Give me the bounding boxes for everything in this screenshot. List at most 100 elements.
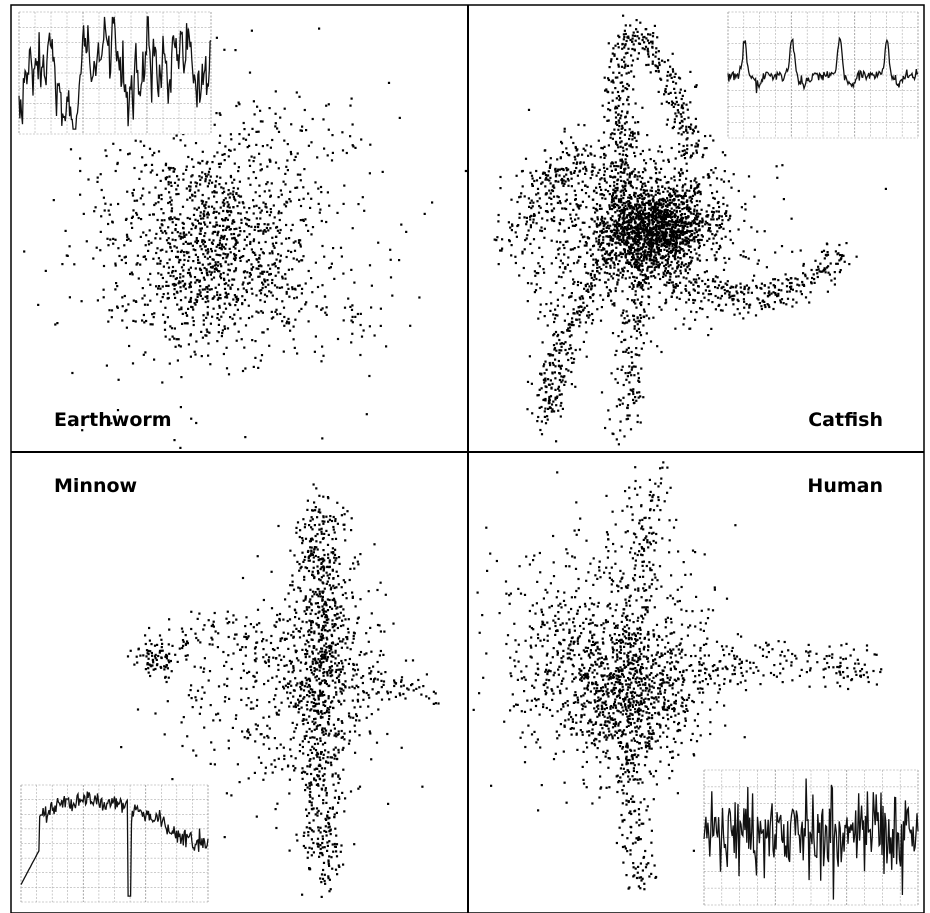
attractor-point — [246, 146, 249, 149]
attractor-point — [642, 189, 645, 192]
attractor-point — [525, 216, 528, 219]
attractor-point — [237, 234, 240, 237]
attractor-point — [614, 205, 617, 208]
attractor-point — [602, 298, 605, 301]
attractor-point — [652, 195, 655, 198]
attractor-point — [615, 203, 618, 207]
attractor-point — [788, 282, 792, 285]
attractor-point — [636, 285, 639, 288]
attractor-point — [669, 73, 672, 76]
attractor-point — [139, 140, 142, 143]
attractor-point — [653, 202, 656, 205]
attractor-point — [602, 194, 606, 197]
attractor-point — [613, 53, 616, 56]
attractor-point — [670, 281, 673, 284]
attractor-point — [663, 175, 666, 178]
attractor-point — [629, 218, 632, 221]
attractor-point — [643, 214, 646, 217]
attractor-point — [754, 314, 758, 317]
attractor-point — [123, 256, 126, 259]
attractor-point — [359, 353, 362, 357]
attractor-point — [670, 232, 674, 235]
attractor-point — [707, 173, 710, 176]
attractor-point — [595, 224, 598, 227]
attractor-point — [621, 330, 624, 333]
attractor-point — [672, 225, 675, 229]
attractor-point — [689, 251, 693, 254]
attractor-point — [523, 216, 526, 219]
attractor-point — [671, 52, 674, 55]
attractor-point — [270, 317, 273, 320]
attractor-point — [608, 207, 612, 211]
attractor-point — [155, 173, 159, 176]
attractor-point — [728, 293, 731, 296]
attractor-point — [688, 293, 691, 296]
attractor-point — [628, 176, 631, 179]
attractor-point — [660, 203, 663, 206]
attractor-point — [614, 223, 617, 226]
attractor-point — [310, 141, 313, 144]
attractor-point — [107, 209, 110, 212]
attractor-point — [603, 76, 606, 79]
attractor-point — [351, 332, 354, 335]
attractor-point — [543, 372, 546, 375]
attractor-point — [599, 221, 602, 225]
attractor-point — [639, 314, 642, 317]
attractor-point — [804, 296, 808, 299]
attractor-point — [606, 242, 609, 246]
attractor-point — [195, 182, 199, 185]
attractor-point — [617, 146, 620, 149]
attractor-point — [814, 259, 817, 262]
attractor-point — [124, 218, 128, 221]
attractor-point — [215, 221, 218, 224]
attractor-point — [655, 201, 658, 204]
attractor-point — [578, 310, 581, 313]
attractor-point — [827, 265, 830, 268]
attractor-point — [532, 218, 535, 221]
attractor-point — [202, 253, 205, 256]
attractor-point — [617, 128, 620, 131]
attractor-point — [298, 284, 301, 287]
attractor-point — [204, 178, 207, 181]
attractor-point — [695, 199, 698, 203]
attractor-point — [685, 129, 688, 132]
attractor-point — [141, 194, 144, 197]
attractor-point — [578, 318, 581, 321]
attractor-point — [636, 178, 639, 181]
attractor-point — [215, 253, 218, 256]
attractor-point — [501, 238, 504, 241]
attractor-point — [224, 307, 228, 310]
attractor-point — [613, 165, 616, 168]
attractor-point — [818, 270, 821, 273]
attractor-point — [238, 233, 241, 236]
attractor-point — [678, 233, 681, 236]
attractor-point — [680, 200, 683, 204]
attractor-point — [777, 288, 780, 291]
earthworm-attractor-points — [23, 26, 467, 449]
attractor-point — [646, 237, 649, 240]
attractor-point — [657, 211, 661, 215]
attractor-point — [654, 190, 658, 193]
attractor-point — [667, 186, 670, 189]
attractor-point — [649, 340, 653, 343]
attractor-point — [563, 253, 566, 256]
attractor-point — [686, 229, 689, 232]
attractor-point — [685, 277, 688, 280]
attractor-point — [682, 249, 685, 252]
attractor-point — [206, 185, 209, 188]
attractor-point — [254, 253, 257, 256]
attractor-point — [267, 283, 270, 286]
attractor-point — [630, 335, 633, 338]
attractor-point — [611, 196, 614, 199]
attractor-point — [217, 230, 220, 233]
attractor-point — [639, 226, 642, 229]
attractor-point — [802, 272, 805, 275]
attractor-point — [642, 212, 646, 216]
attractor-point — [609, 109, 612, 112]
attractor-point — [144, 244, 147, 247]
attractor-point — [691, 229, 694, 232]
attractor-point — [671, 245, 674, 248]
attractor-point — [257, 311, 260, 314]
attractor-point — [692, 128, 695, 131]
attractor-point — [691, 220, 694, 223]
